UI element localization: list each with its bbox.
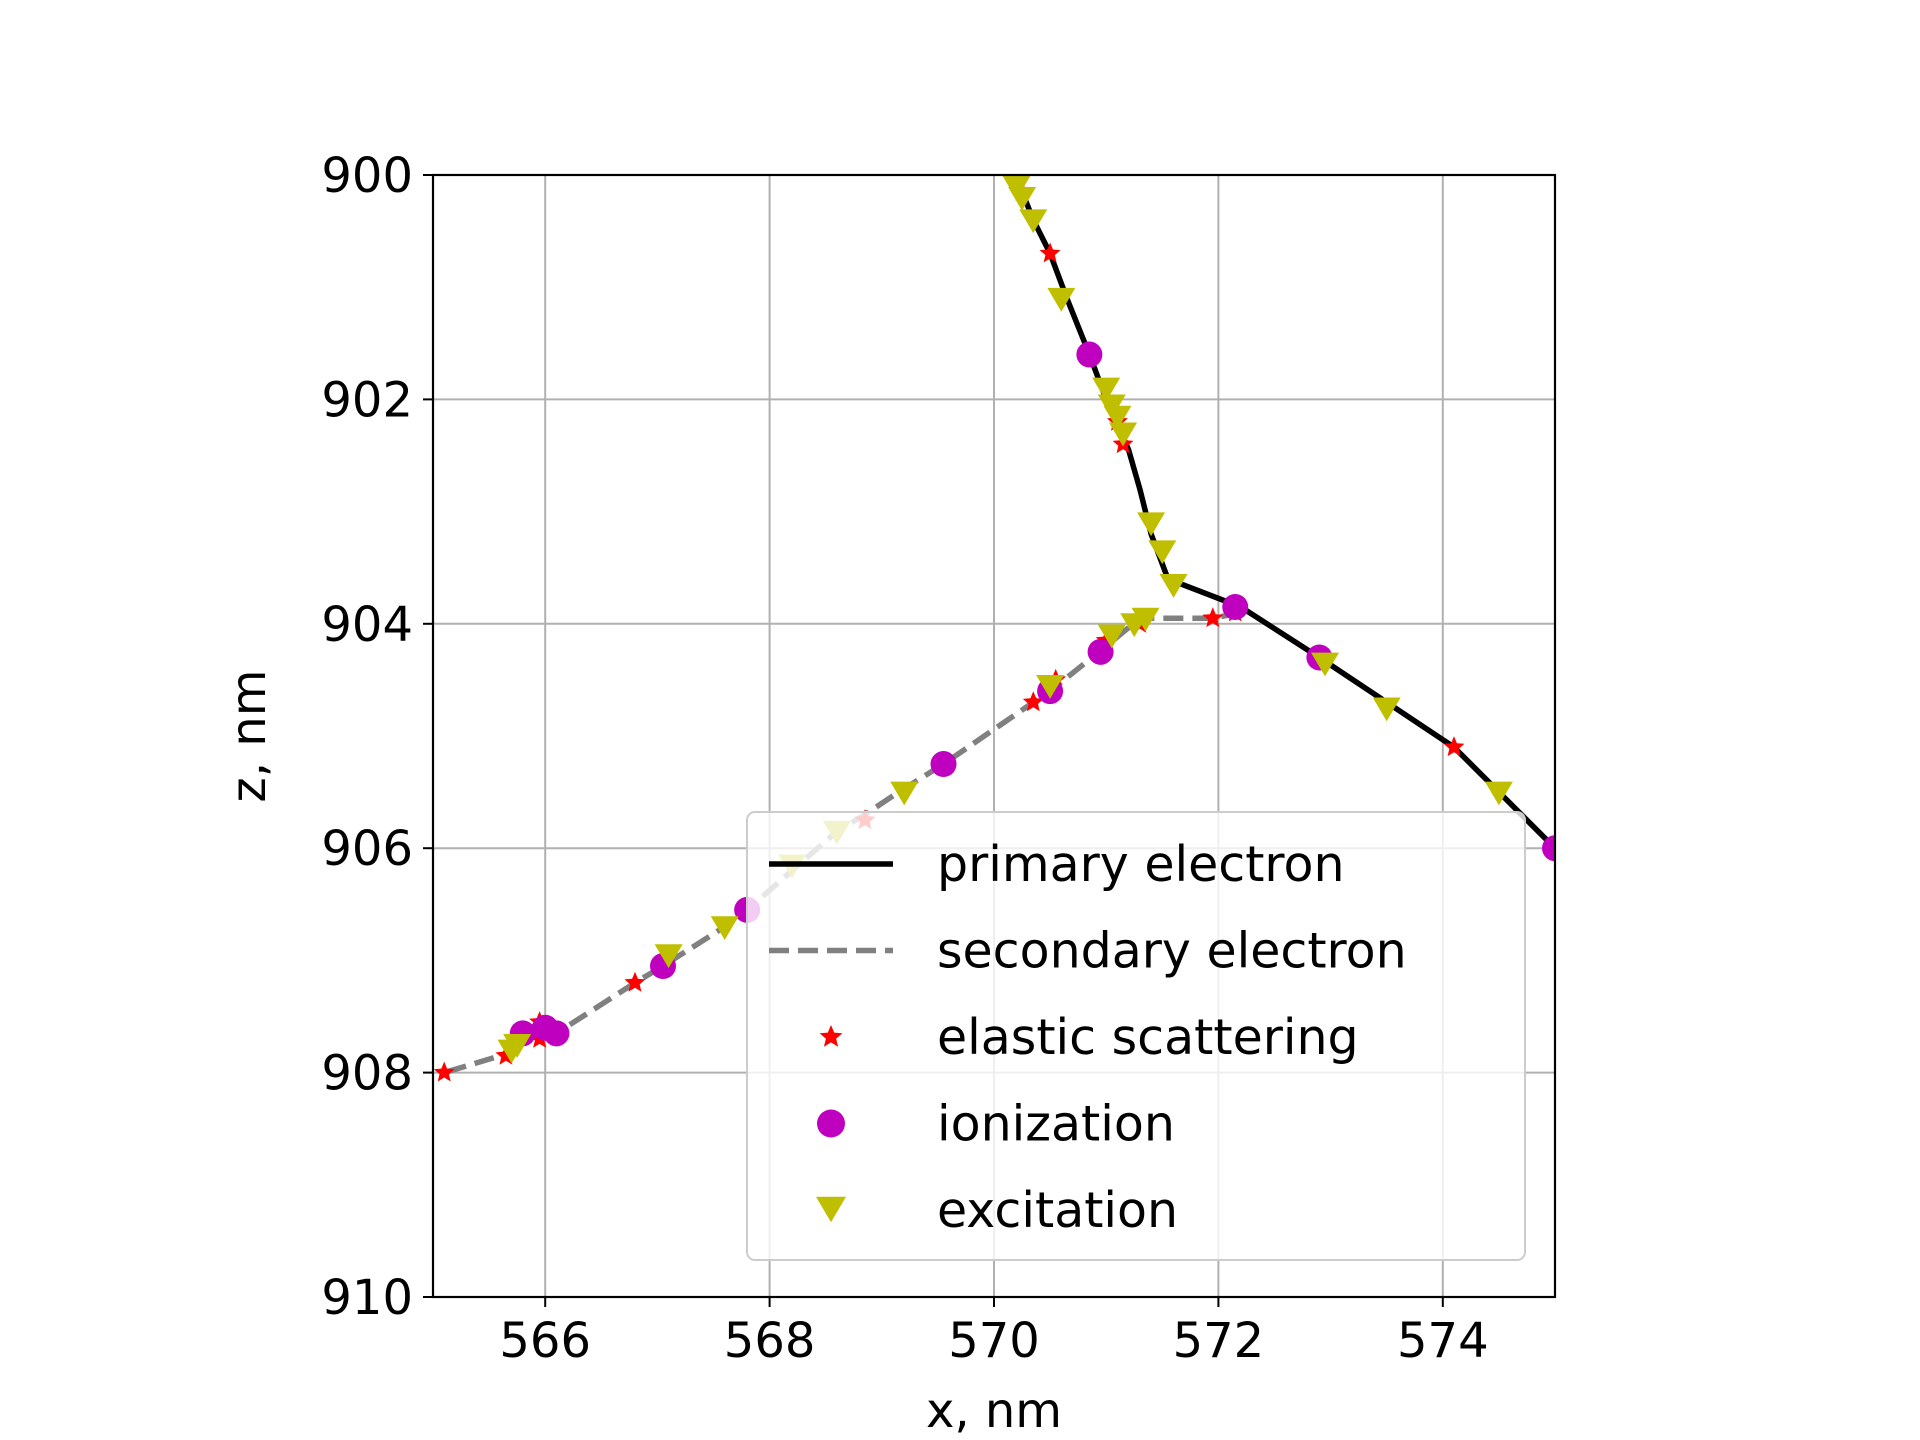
y-tick-label: 908 [321,1046,413,1102]
legend-swatch-excitation [816,1196,846,1223]
excitation-point [710,916,739,941]
excitation-point [1120,613,1149,638]
excitation-point [1103,405,1132,430]
excitation-point [1310,652,1339,677]
legend-label: ionization [937,1096,1175,1153]
excitation-point [1019,209,1048,234]
plot-data [433,175,1555,1082]
excitation-point [1036,675,1065,699]
excitation-point [1484,781,1513,806]
x-tick-label: 574 [1397,1313,1489,1369]
series-markers [433,175,1555,1082]
elastic-scattering-point [1039,242,1061,263]
y-tick-label: 900 [321,148,413,204]
ionization-point [532,1014,559,1041]
x-tick-label: 570 [948,1313,1040,1369]
y-tick-label: 910 [321,1270,413,1326]
elastic-scattering-point [1022,691,1044,712]
ionization-point [1076,341,1103,368]
excitation-point [1092,377,1121,402]
y-tick-label: 904 [321,597,413,653]
excitation-point [1372,697,1401,722]
excitation-point [1097,624,1126,649]
excitation-point [890,781,919,806]
excitation-point [1047,287,1076,312]
x-tick-label: 572 [1173,1313,1265,1369]
legend-label: elastic scattering [937,1009,1359,1066]
y-axis-label: z, nm [221,670,277,803]
elastic-scattering-point [1202,607,1224,628]
elastic-scattering-point [433,1061,455,1082]
legend: primary electron secondary electron elasti… [746,811,1526,1261]
legend-swatch-elastic-scattering [819,1025,843,1047]
excitation-point [654,944,683,969]
excitation-point [1148,540,1177,565]
legend-label: secondary electron [937,923,1407,980]
legend-swatch-ionization [817,1109,845,1138]
legend-label: primary electron [937,836,1345,893]
excitation-point [1109,422,1138,447]
x-tick-label: 568 [724,1313,816,1369]
ionization-point [1087,638,1114,665]
legend-label: excitation [937,1182,1178,1239]
y-tick-label: 906 [321,821,413,877]
x-axis-ticks: 566 568 570 572 574 [499,1297,1489,1369]
excitation-point [497,1039,526,1064]
ionization-point [930,751,957,778]
excitation-point [1137,512,1166,537]
excitation-point [1008,186,1037,211]
elastic-scattering-point [624,971,646,992]
x-axis-label: x, nm [926,1383,1062,1439]
excitation-point [1159,574,1188,598]
elastic-scattering-point [1443,736,1465,757]
legend-box [746,811,1526,1261]
ionization-point [1542,835,1555,862]
primary-electron-line [1008,175,1555,851]
y-tick-label: 902 [321,372,413,428]
ionization-point [1222,593,1249,620]
y-axis-ticks: 900 902 904 906 908 910 [321,148,433,1326]
x-tick-label: 566 [499,1313,591,1369]
